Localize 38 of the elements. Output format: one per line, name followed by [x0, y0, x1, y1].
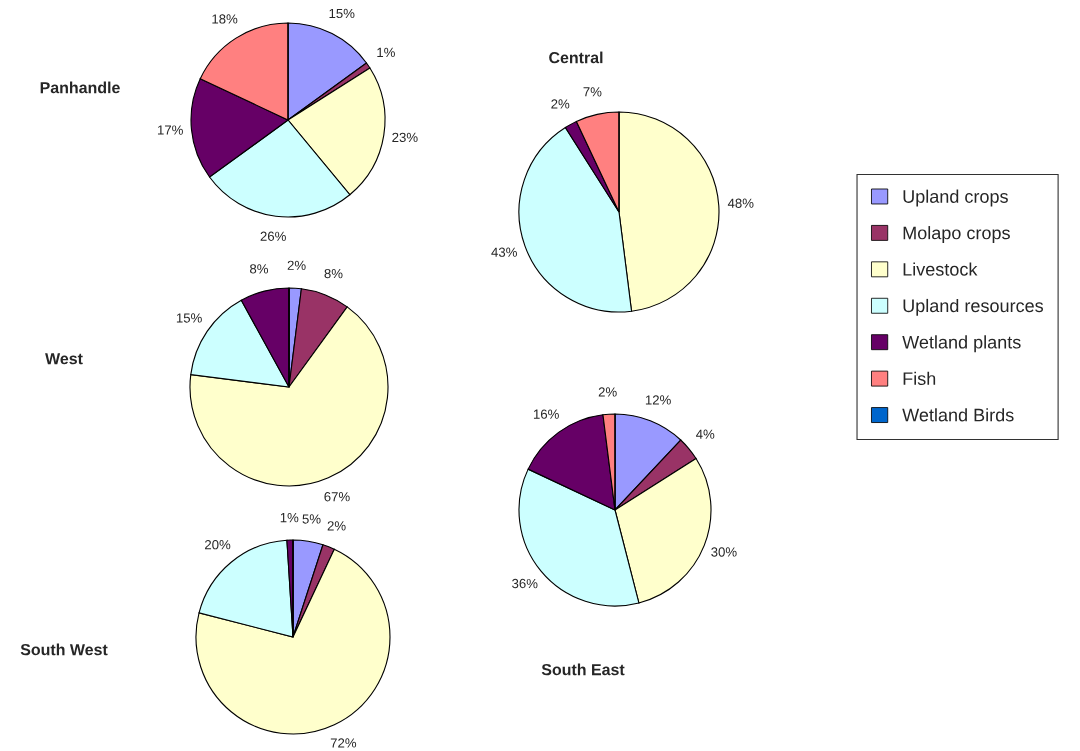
data-label: 20% — [205, 540, 231, 550]
legend-label: Fish — [903, 371, 936, 386]
legend-label: Wetland Birds — [902, 408, 1014, 422]
data-label: 43% — [491, 247, 517, 257]
data-label: 7% — [583, 87, 602, 97]
data-label: 5% — [302, 514, 321, 524]
data-label: 12% — [645, 395, 671, 405]
legend-label: Upland resources — [903, 298, 1044, 316]
data-label: 1% — [377, 47, 395, 57]
data-label: 2% — [287, 260, 306, 270]
data-label: 18% — [212, 14, 238, 24]
data-label: 8% — [324, 268, 343, 279]
text: Panhandle — [40, 81, 120, 94]
data-label: 8% — [250, 264, 269, 274]
text: South East — [541, 663, 625, 676]
text: West — [45, 353, 83, 365]
data-label: 15% — [176, 313, 202, 323]
data-label: 23% — [392, 132, 418, 143]
chart-title: Central — [549, 51, 603, 64]
data-label: 26% — [260, 231, 286, 241]
data-label: 67% — [324, 492, 350, 502]
legend-label: Wetland plants — [902, 335, 1021, 353]
legend-label: Molapo crops — [903, 226, 1010, 243]
data-label: 36% — [512, 578, 538, 589]
data-label: 1% — [280, 512, 299, 523]
data-label: 16% — [533, 409, 559, 419]
data-label: 2% — [598, 387, 617, 397]
data-label: 30% — [711, 547, 737, 557]
data-label: 2% — [327, 521, 346, 531]
text: South West — [20, 643, 108, 656]
data-label: 2% — [551, 99, 570, 109]
legend-label: Upland crops — [903, 189, 1008, 207]
data-label: 15% — [329, 8, 355, 19]
legend-label: Livestock — [903, 262, 978, 276]
data-label: 48% — [727, 198, 754, 208]
data-label: 72% — [330, 738, 357, 748]
data-label: 17% — [157, 125, 183, 135]
data-label: 4% — [696, 429, 715, 439]
